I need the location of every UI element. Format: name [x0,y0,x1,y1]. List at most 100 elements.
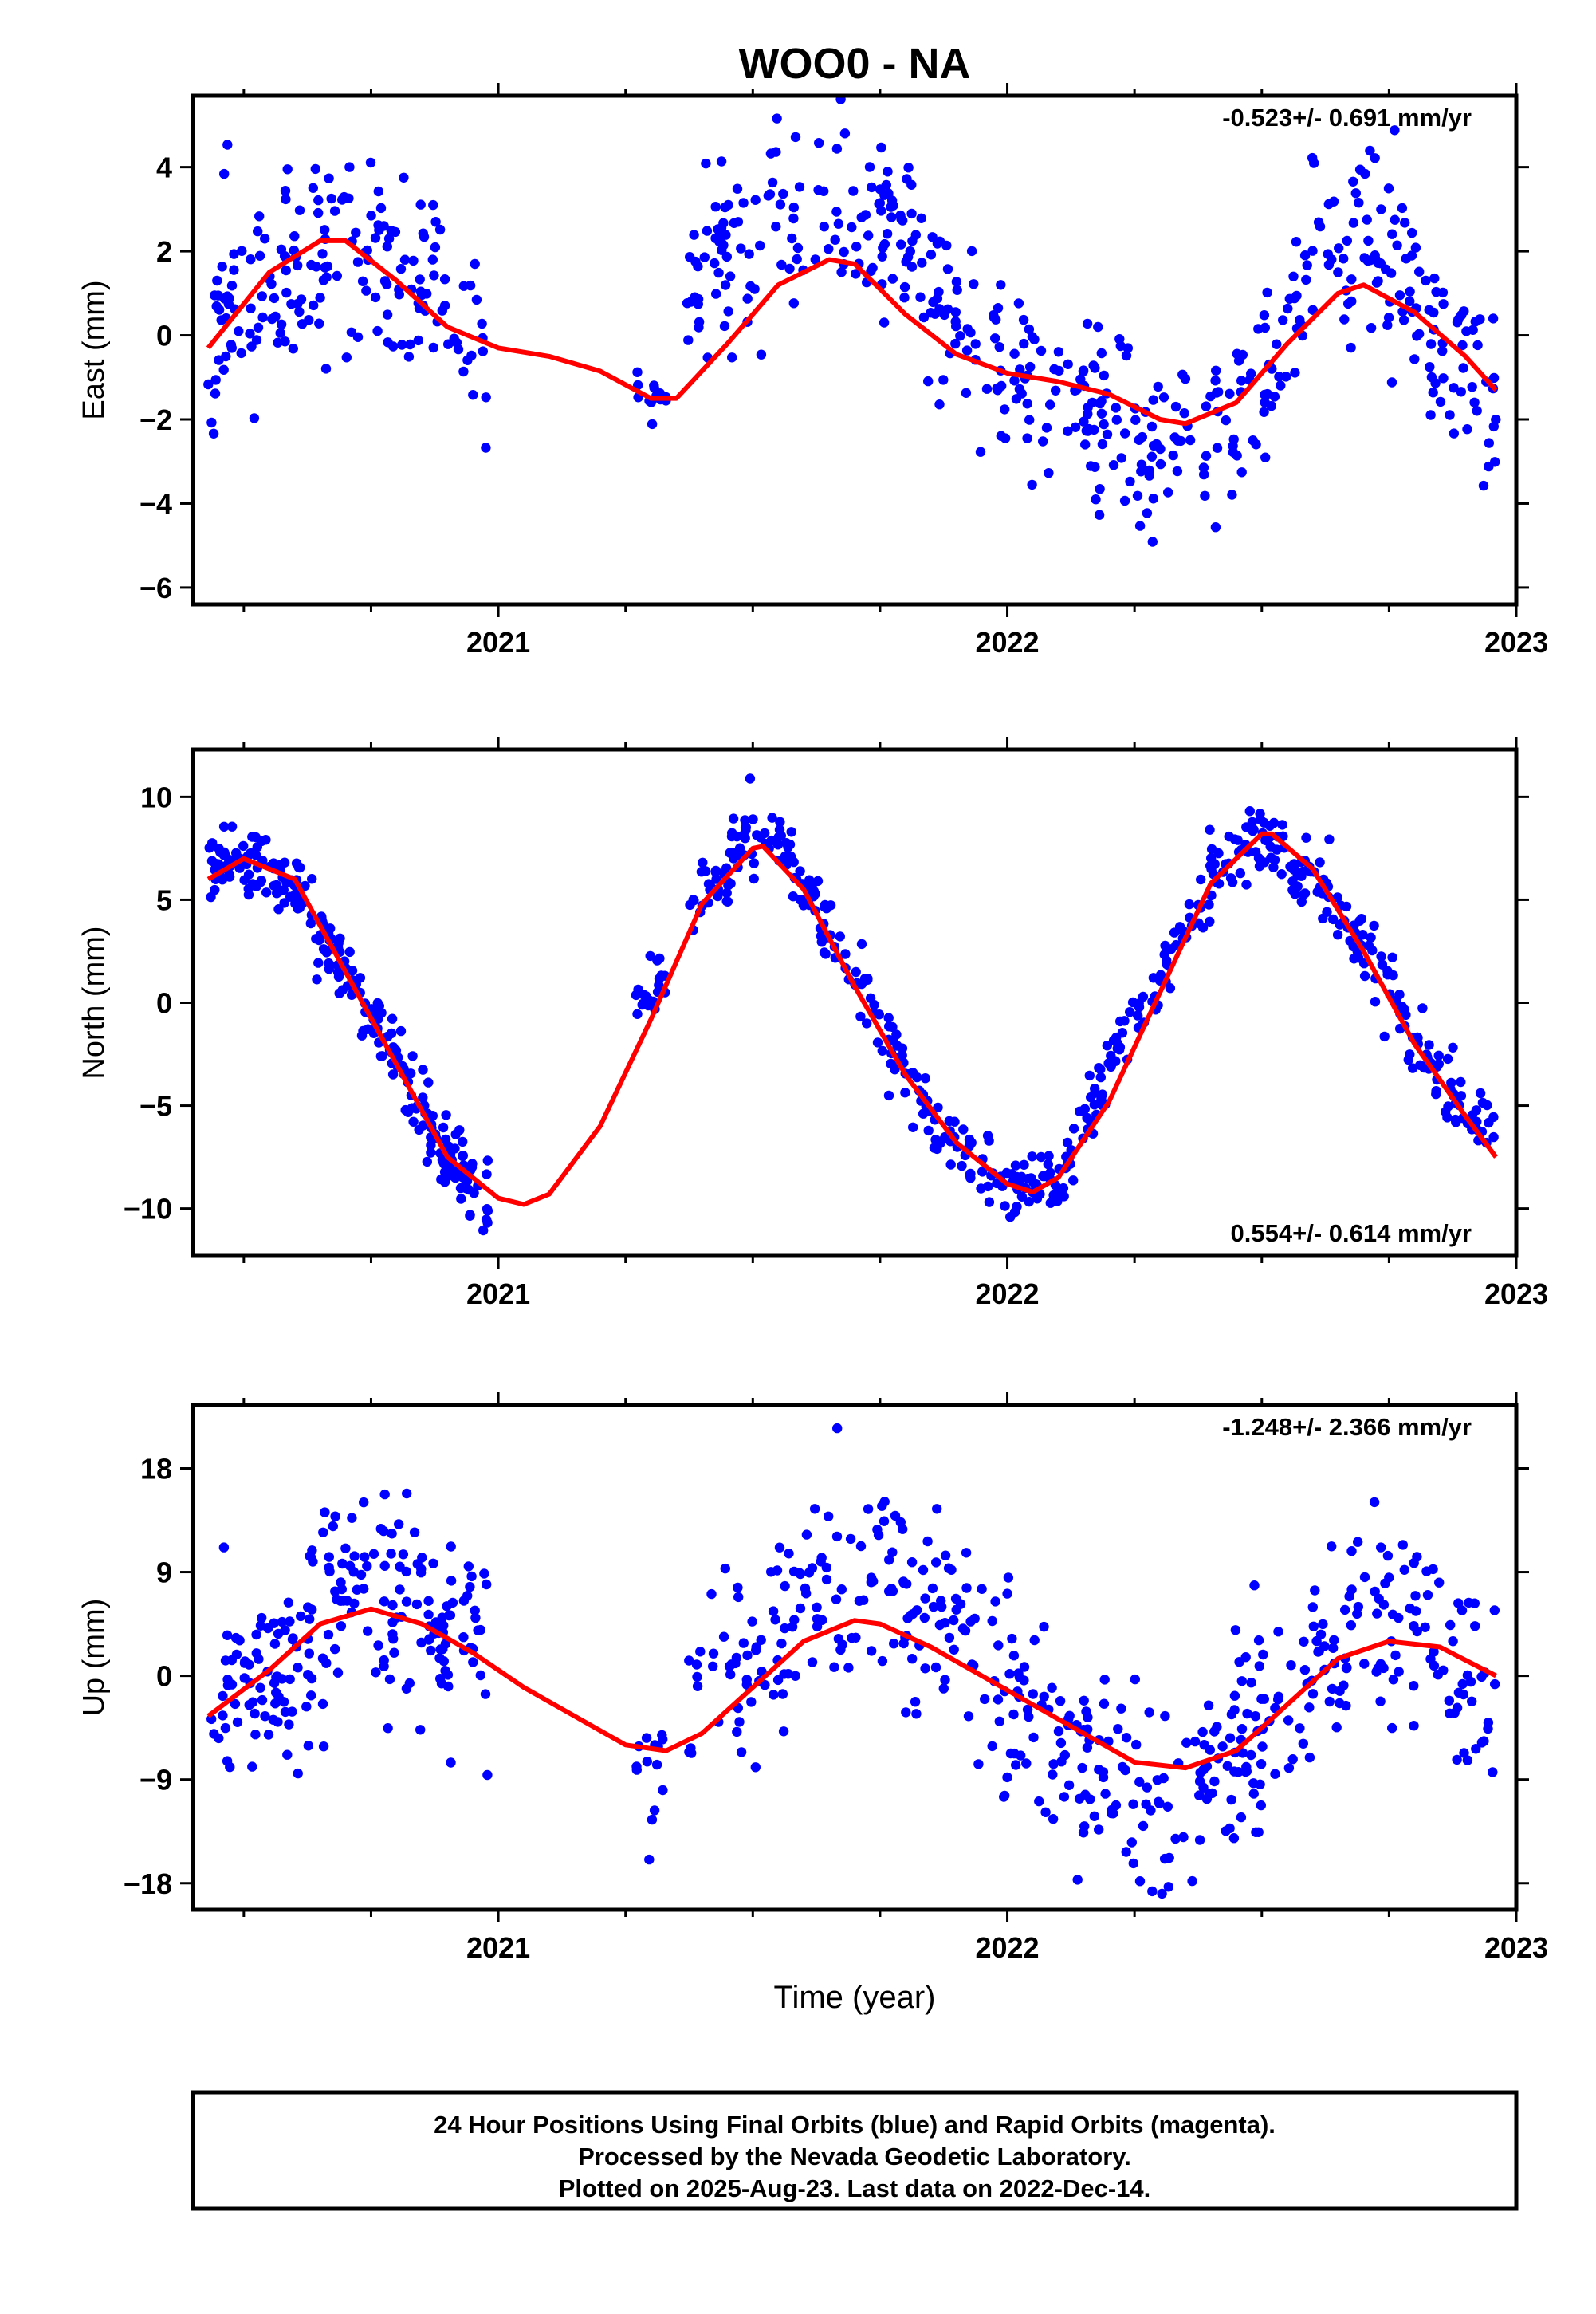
data-point [1029,1635,1040,1646]
data-point [1456,1091,1467,1101]
data-point [1059,1191,1069,1202]
data-point [1397,1540,1409,1550]
data-point [1369,920,1379,931]
data-point [719,321,730,332]
data-point [1205,824,1215,835]
data-point [398,1549,409,1560]
data-point [1146,421,1158,432]
data-point [1094,1824,1104,1835]
data-point [245,329,255,339]
data-point [695,1647,706,1657]
data-point [1241,880,1252,890]
data-point [1090,462,1100,472]
data-point [1269,855,1280,865]
data-point [1383,313,1394,323]
data-point [1157,1888,1167,1899]
data-point [1080,1789,1091,1800]
data-point [1421,275,1431,286]
data-point [271,880,282,891]
data-point [415,199,426,210]
data-point [280,1706,291,1718]
data-point [257,312,268,323]
data-point [1100,1789,1111,1799]
data-point [1445,1619,1456,1631]
data-point [1260,835,1271,846]
data-point [855,1011,866,1022]
data-point [1235,868,1246,879]
data-point [1407,1063,1418,1073]
data-point [1121,1847,1131,1857]
data-point [1394,1667,1404,1677]
data-point [1246,368,1256,379]
data-point [918,312,930,323]
data-point [900,1088,910,1098]
data-point [1004,1669,1015,1679]
data-point [919,1612,930,1623]
data-point [281,287,292,298]
data-point [940,1550,951,1560]
data-point [920,1073,931,1084]
data-point [413,335,423,346]
data-point [729,853,739,864]
data-point [943,1563,954,1573]
y-tick-label: 0 [156,987,172,1020]
data-point [340,1543,351,1554]
data-point [1276,380,1286,391]
data-point [1457,1678,1468,1690]
data-point [1184,899,1195,910]
data-point [1379,1031,1390,1042]
data-point [218,1542,230,1553]
data-point [766,1567,776,1577]
data-point [1146,451,1158,462]
data-point [281,194,291,205]
data-point [1383,183,1394,194]
data-point [1470,1621,1480,1631]
data-point [851,269,861,279]
data-point [1477,1097,1488,1108]
data-point [1236,1812,1247,1823]
data-point [732,1726,742,1737]
data-point [1254,1661,1265,1671]
data-point [1283,1763,1295,1773]
data-point [1376,204,1386,214]
data-point [637,999,647,1010]
x-tick-label: 2023 [1484,626,1548,659]
data-point [1134,521,1146,531]
data-point [775,817,785,828]
data-point [938,1683,949,1694]
data-point [641,1733,652,1743]
data-point [445,1610,456,1620]
data-point [1459,1748,1469,1758]
data-point [1437,346,1448,356]
data-point [887,1021,898,1033]
data-point [1003,1572,1014,1583]
data-point [741,1675,752,1685]
data-point [996,431,1007,441]
data-point [1452,1754,1462,1765]
data-point [1098,1767,1109,1777]
x-tick-label: 2022 [975,1277,1039,1310]
data-point [1178,1832,1189,1843]
panel-1: 2021 2022 2023 −6 −4 −2 0 2 4 East (mm) -0.523+/- … [77,83,1548,659]
data-point [993,1694,1004,1705]
data-point [721,251,732,262]
data-point [996,280,1006,290]
data-point [720,280,731,290]
data-point [1353,1537,1363,1547]
data-point [307,874,317,884]
data-point [1424,305,1434,315]
data-point [771,147,781,157]
data-point [1081,426,1092,436]
data-point [294,306,305,317]
data-point [831,1531,843,1542]
data-point [337,1558,348,1569]
data-point [1072,1875,1083,1885]
data-point [395,1561,405,1572]
data-point [423,1596,434,1606]
data-point [306,1690,316,1701]
data-point [1083,1712,1093,1722]
footer-box: 24 Hour Positions Using Final Orbits (bl… [191,2090,1519,2211]
data-point [1209,1776,1220,1787]
data-point [387,1069,399,1080]
data-point [903,163,914,173]
